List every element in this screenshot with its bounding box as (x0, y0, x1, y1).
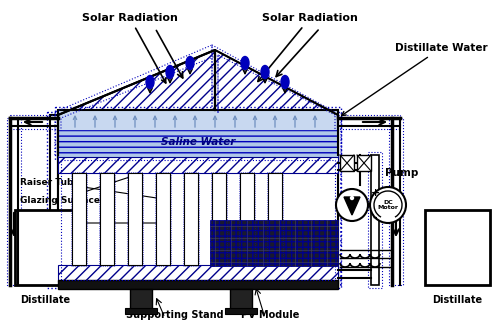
Bar (58, 130, 338, 157)
Bar (210, 220, 338, 266)
Bar (155, 172, 171, 266)
Bar (100, 173, 114, 265)
Bar (212, 173, 226, 265)
Bar (211, 172, 227, 266)
Bar (50, 115, 58, 285)
Bar (267, 172, 283, 266)
Text: Solar Radiation: Solar Radiation (258, 13, 358, 81)
Bar (99, 172, 115, 266)
FancyArrowPatch shape (188, 68, 192, 74)
Bar (425, 240, 490, 285)
Bar (55, 107, 341, 160)
Bar (128, 173, 142, 265)
Bar (58, 157, 338, 173)
Bar (338, 115, 400, 129)
Bar (58, 157, 338, 283)
Ellipse shape (166, 65, 174, 79)
Circle shape (336, 189, 368, 221)
Bar (340, 155, 354, 171)
Bar (125, 308, 157, 314)
Bar (225, 308, 257, 314)
Bar (15, 210, 75, 285)
FancyArrowPatch shape (148, 87, 152, 93)
Ellipse shape (281, 75, 289, 89)
Bar (47, 112, 61, 288)
Text: Flat Plate: Flat Plate (20, 213, 69, 223)
Polygon shape (344, 197, 360, 215)
Text: Solar Radiation: Solar Radiation (82, 13, 178, 83)
Bar (55, 155, 341, 285)
Bar (127, 172, 143, 266)
Text: Distillate Water: Distillate Water (342, 43, 488, 116)
Bar (239, 172, 255, 266)
Bar (156, 173, 170, 265)
Ellipse shape (186, 56, 194, 70)
Bar (389, 118, 403, 285)
Bar (330, 115, 338, 285)
Bar (15, 240, 75, 285)
FancyArrowPatch shape (283, 87, 287, 93)
Text: DC
Motor: DC Motor (378, 200, 398, 210)
Text: Pump: Pump (385, 168, 418, 178)
Bar (7, 118, 21, 285)
Bar (425, 210, 490, 285)
Bar (368, 152, 382, 288)
Bar (327, 112, 341, 288)
Bar (371, 155, 379, 285)
Bar (357, 155, 371, 171)
FancyArrowPatch shape (243, 68, 247, 74)
Text: Saline Water: Saline Water (161, 137, 235, 147)
Text: Supporting Stand: Supporting Stand (126, 310, 224, 320)
Text: Collector: Collector (20, 223, 66, 232)
Bar (183, 172, 199, 266)
Text: +: + (370, 188, 380, 198)
Text: Distillate: Distillate (432, 295, 482, 305)
Text: PV Module: PV Module (241, 310, 299, 320)
Text: Raiser Tube: Raiser Tube (20, 177, 166, 201)
Bar (58, 265, 338, 281)
Circle shape (370, 187, 406, 223)
Text: -: - (372, 213, 378, 223)
Polygon shape (58, 50, 215, 155)
FancyArrowPatch shape (263, 77, 267, 83)
Circle shape (350, 196, 354, 200)
Text: Distillate: Distillate (20, 295, 70, 305)
Ellipse shape (241, 56, 249, 70)
Bar (71, 172, 87, 266)
Bar (58, 280, 338, 289)
Bar (268, 173, 282, 265)
Ellipse shape (261, 65, 269, 79)
Bar (10, 115, 58, 129)
Bar (58, 110, 338, 157)
Ellipse shape (146, 75, 154, 89)
Polygon shape (215, 50, 338, 155)
Text: Glazing Surface: Glazing Surface (20, 163, 171, 204)
Bar (240, 173, 254, 265)
Bar (184, 173, 198, 265)
Bar (230, 289, 252, 311)
Bar (72, 173, 86, 265)
Bar (61, 160, 335, 280)
FancyArrowPatch shape (168, 77, 172, 83)
Bar (130, 289, 152, 311)
